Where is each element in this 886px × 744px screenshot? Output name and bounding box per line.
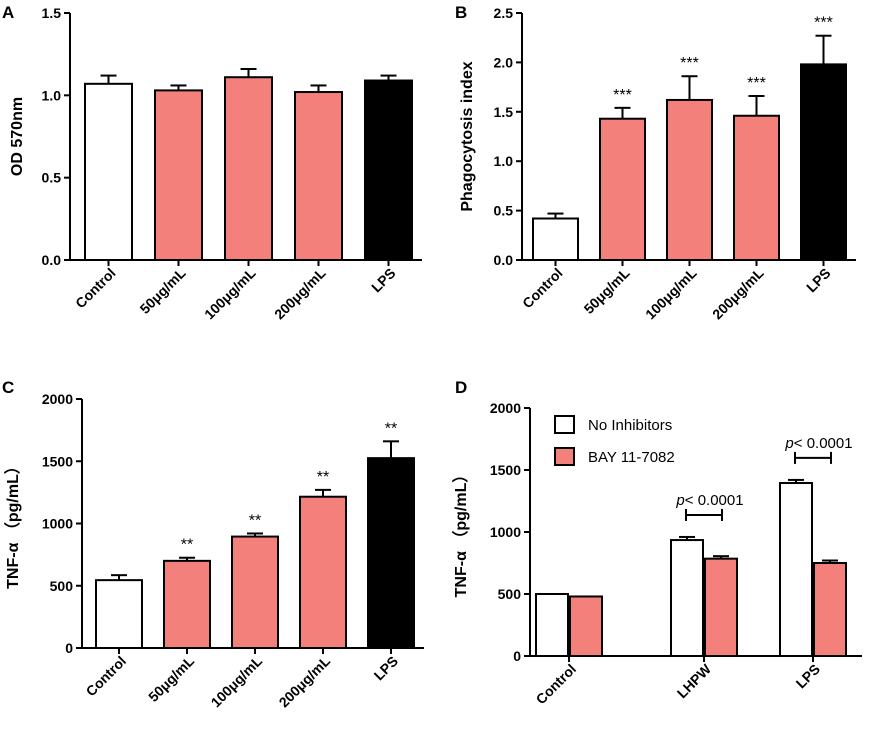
x-tick-label: LPS [793,661,824,692]
y-tick-label: 1.0 [42,87,62,103]
bar [95,579,143,650]
bar [800,63,847,261]
y-axis-title: TNF-α （pg/mL） [4,458,22,589]
x-tick-label: LPS [803,265,834,296]
y-tick-label: 500 [50,578,74,594]
x-tick-label: 50μg/mL [581,265,633,317]
bar [733,114,780,261]
x-tick-label: 50μg/mL [145,653,197,705]
x-tick-label: LPS [371,653,402,684]
bar [294,91,343,262]
chart-panel-b: 0.0 0.5 1.0 1.5 2.0 2.5 Phagocytosis index Cont… [459,5,856,322]
y-axis-title: OD 570nm [9,97,26,176]
significance-label: ** [317,469,329,486]
p-value-label: p< 0.0001 [675,492,743,509]
y-tick-label: 500 [498,586,522,602]
y-tick-label: 1.5 [42,5,62,21]
significance-label: *** [814,15,833,32]
chart-panel-a: 0.0 0.5 1.0 1.5 OD 570nm Control 50μg/mL 100μg/… [9,5,422,322]
bar [670,539,704,657]
y-tick-label: 1000 [490,524,521,540]
y-tick-label: 0.5 [494,203,514,219]
panel-letter-b: B [455,3,467,22]
y-tick-label: 2000 [42,391,73,407]
chart-panel-d: 0 500 1000 1500 2000 TNF-α （pg/mL） Control LHPW… [452,400,862,707]
bar [231,535,279,650]
significance-label: *** [680,55,699,72]
significance-label: ** [385,420,397,437]
bar [532,217,579,261]
significance-label: ** [249,512,261,529]
p-threshold: < 0.0001 [685,492,744,509]
legend-swatch [554,415,575,434]
significance-label: *** [613,87,632,104]
panel-letter-c: C [2,378,14,397]
x-tick-label: Control [519,265,566,312]
x-tick-label: 200μg/mL [276,652,334,710]
x-tick-label: Control [533,661,580,708]
y-tick-label: 0.0 [494,252,514,268]
significance-label: ** [181,537,193,554]
bar [163,559,211,649]
x-tick-label: LHPW [674,660,715,701]
panel-letter-d: D [455,378,467,397]
x-tick-label: 100μg/mL [201,264,259,322]
bar [364,79,413,261]
y-tick-label: 1500 [42,453,73,469]
y-tick-label: 1.0 [494,153,514,169]
panel-letter-a: A [2,3,14,22]
y-tick-label: 0 [513,648,521,664]
bar [154,89,203,262]
y-tick-label: 2.0 [494,54,514,70]
y-tick-label: 0.5 [42,170,62,186]
y-tick-label: 1.5 [494,104,514,120]
bar [535,593,569,657]
y-axis-title: Phagocytosis index [459,61,476,211]
legend-swatch [554,447,575,466]
bar [367,457,415,650]
bar [569,595,603,657]
bar [666,98,713,261]
chart-panel-c: 0 500 1000 1500 2000 TNF-α （pg/mL） Control 50μg… [4,391,424,710]
p-symbol: p [675,492,684,509]
bar [84,82,133,261]
y-tick-label: 2.5 [494,5,514,21]
y-tick-label: 0.0 [42,252,62,268]
y-tick-label: 2000 [490,400,521,416]
bar [224,76,273,261]
y-tick-label: 1000 [42,516,73,532]
bar [779,482,813,657]
x-tick-label: 50μg/mL [137,265,189,317]
bar [813,562,847,657]
x-tick-label: 200μg/mL [271,264,329,322]
x-tick-label: LPS [368,265,399,296]
p-symbol: p [784,435,793,452]
legend-label: BAY 11-7082 [588,449,675,466]
legend-label: No Inhibitors [588,417,672,434]
x-tick-label: 100μg/mL [642,264,700,322]
bar [599,117,646,261]
p-threshold: < 0.0001 [794,435,853,452]
y-tick-label: 0 [65,640,73,656]
x-tick-label: 100μg/mL [208,652,266,710]
bar [299,495,347,650]
y-axis-title: TNF-α （pg/mL） [452,467,470,598]
significance-label: *** [747,75,766,92]
p-value-label: p< 0.0001 [784,435,852,452]
x-tick-label: Control [83,653,130,700]
y-tick-label: 1500 [490,462,521,478]
x-tick-label: 200μg/mL [709,264,767,322]
bar [704,557,738,657]
x-tick-label: Control [72,265,119,312]
